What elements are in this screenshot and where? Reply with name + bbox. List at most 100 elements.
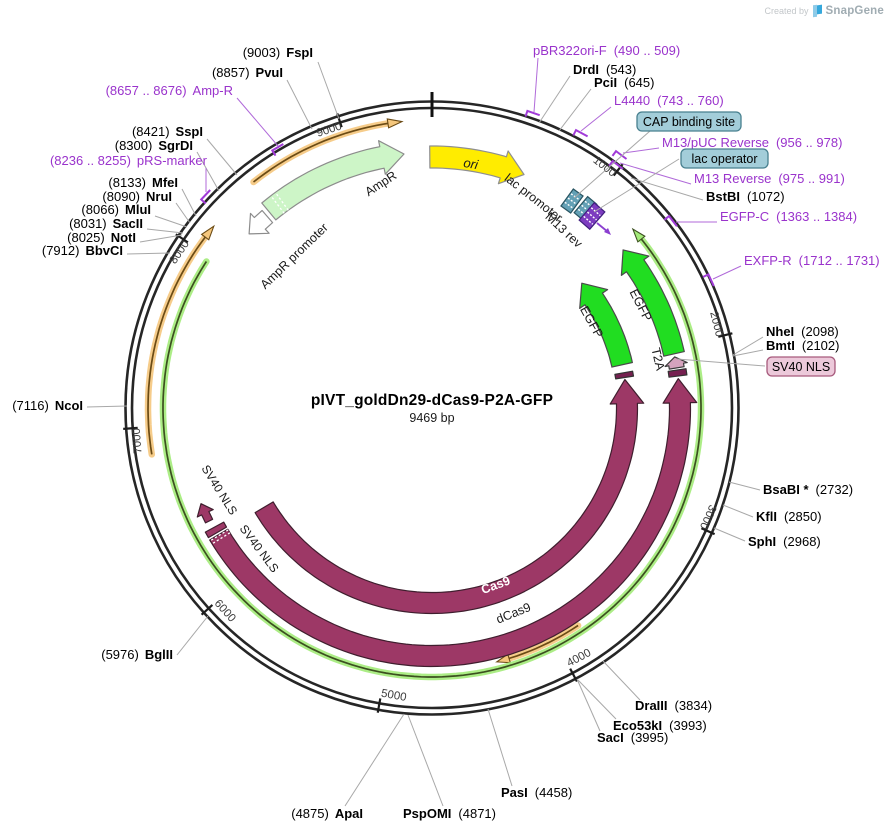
- feature-label-t2a-7[interactable]: T2A: [648, 346, 667, 372]
- m13-reverse-site[interactable]: [608, 159, 624, 170]
- t2a-sliver-outer[interactable]: [667, 368, 688, 378]
- leader-m13-puc-reverse: [622, 147, 660, 154]
- watermark-brand: SnapGene: [825, 5, 884, 17]
- site-label-draiii[interactable]: DraIII (3834): [635, 698, 712, 713]
- leader-sphi: [713, 527, 746, 542]
- site-label-nhei[interactable]: NheI (2098): [766, 324, 839, 339]
- site-label-kfli[interactable]: KflI (2850): [756, 509, 822, 524]
- site-label-drdi[interactable]: DrdI (543): [573, 62, 636, 77]
- tick-label-5000: 5000: [380, 688, 407, 704]
- site-label-bmti[interactable]: BmtI (2102): [766, 338, 839, 353]
- site-label-bsabi[interactable]: BsaBI * (2732): [763, 482, 853, 497]
- site-label-mlui[interactable]: (8066) MluI: [81, 202, 151, 217]
- site-label-m13-reverse[interactable]: M13 Reverse (975 .. 991): [694, 171, 845, 186]
- leader-pvui: [286, 79, 313, 130]
- leader-kfli: [722, 504, 754, 518]
- plasmid-backbone-outer-ring: [124, 100, 740, 716]
- leader-nhei: [732, 336, 764, 356]
- site-label-pbr322ori-f[interactable]: pBR322ori-F (490 .. 509): [533, 43, 680, 58]
- site-label-m13-puc-reverse[interactable]: M13/pUC Reverse (956 .. 978): [662, 135, 842, 150]
- site-label-l4440[interactable]: L4440 (743 .. 760): [614, 93, 724, 108]
- site-label-apai[interactable]: (4875) ApaI: [291, 806, 363, 821]
- orf-arc-left[interactable]: [147, 233, 209, 455]
- amp-r-site[interactable]: [270, 143, 284, 157]
- site-label-pspomi[interactable]: PspOMI (4871): [403, 806, 496, 821]
- leader-sspi: [206, 138, 238, 176]
- site-label-sphi[interactable]: SphI (2968): [748, 534, 821, 549]
- dcas9-ring-hatch-0: [211, 532, 231, 545]
- tick-4000: [569, 668, 578, 682]
- leader-pasi: [487, 708, 513, 787]
- orf-main-ring-arrowhead-icon: [631, 227, 646, 243]
- site-label-noti[interactable]: (8025) NotI: [67, 230, 136, 245]
- cap-binding-site-box[interactable]: [636, 111, 742, 132]
- sv40-nls-t2a-arrow[interactable]: [664, 356, 688, 370]
- lac-operator-box[interactable]: [680, 148, 769, 169]
- feature-label-ampr-promoter-4[interactable]: AmpR promoter: [258, 220, 331, 291]
- sv40-nls-small-arrow[interactable]: [196, 503, 214, 524]
- snapgene-watermark: Created by SnapGene: [764, 4, 884, 18]
- site-label-pvui[interactable]: (8857) PvuI: [212, 65, 283, 80]
- site-label-ncoi[interactable]: (7116) NcoI: [12, 398, 83, 413]
- sv40-nls-box-label: SV40 NLS: [772, 360, 830, 374]
- site-label-egfp-c[interactable]: EGFP-C (1363 .. 1384): [720, 209, 857, 224]
- site-label-fspi[interactable]: (9003) FspI: [243, 45, 313, 60]
- site-label-saci[interactable]: SacI (3995): [597, 730, 668, 745]
- l4440-site[interactable]: [572, 128, 589, 138]
- orf-main-ring[interactable]: [162, 235, 702, 678]
- site-label-sspi[interactable]: (8421) SspI: [132, 124, 203, 139]
- egfp-outer[interactable]: [620, 249, 685, 357]
- tick-label-2000: 2000: [707, 310, 725, 338]
- tick-6000: [200, 604, 214, 616]
- exfp-r-site[interactable]: [702, 273, 715, 287]
- site-label-nrui[interactable]: (8090) NruI: [102, 189, 172, 204]
- leader-sgrdi: [196, 151, 220, 192]
- site-label-sacii[interactable]: (8031) SacII: [69, 216, 143, 231]
- orf-arc-topleft[interactable]: [252, 121, 393, 183]
- orf-arc-left-arrowhead-icon: [200, 224, 215, 241]
- feature-label-dcas9-9[interactable]: dCas9: [494, 600, 533, 627]
- site-label-bstbi[interactable]: BstBI (1072): [706, 189, 785, 204]
- cap-binding-site-box-label: CAP binding site: [643, 115, 735, 129]
- egfp-c-site[interactable]: [663, 214, 678, 227]
- dcas9-ring[interactable]: [209, 378, 698, 668]
- feature-label-ampr-3[interactable]: AmpR: [362, 168, 399, 199]
- site-label-sgrdi[interactable]: (8300) SgrDI: [115, 138, 193, 153]
- tick-label-6000: 6000: [212, 598, 238, 625]
- site-label-eco53ki[interactable]: Eco53kI (3993): [613, 718, 707, 733]
- leader-saci: [576, 678, 601, 732]
- ampr-promoter[interactable]: [248, 209, 274, 235]
- leader-pcii: [558, 88, 592, 132]
- orf-arc-bottom[interactable]: [505, 624, 579, 661]
- orf-arc-bottom-arrowhead-icon: [495, 653, 512, 664]
- site-label-amp-r[interactable]: (8657 .. 8676) Amp-R: [106, 83, 233, 98]
- site-label-pasi[interactable]: PasI (4458): [501, 785, 572, 800]
- leader-pspomi: [407, 714, 444, 807]
- dcas9-tail-cap[interactable]: [204, 521, 228, 539]
- leader-eco53ki: [577, 679, 617, 720]
- pbr322ori-f-site[interactable]: [524, 109, 541, 117]
- site-label-pcii[interactable]: PciI (645): [594, 75, 654, 90]
- site-label-bbvci[interactable]: (7912) BbvCI: [42, 243, 123, 258]
- sv40-nls-box[interactable]: [766, 356, 836, 377]
- t2a-sliver-inner[interactable]: [614, 370, 635, 380]
- egfp-inner[interactable]: [579, 282, 633, 368]
- prs-marker-site[interactable]: [199, 189, 211, 205]
- leader-bstbi: [630, 177, 704, 201]
- tick-5000: [376, 698, 382, 713]
- site-label-bglii[interactable]: (5976) BglII: [101, 647, 173, 662]
- cas9-ring[interactable]: [254, 378, 645, 615]
- leader-amp-r: [236, 97, 279, 147]
- orf-arc-left-glow: [144, 230, 211, 458]
- site-label-prs-marker[interactable]: (8236 .. 8255) pRS-marker: [50, 153, 208, 168]
- feature-label-ori-0[interactable]: ori: [462, 155, 480, 172]
- site-label-mfei[interactable]: (8133) MfeI: [108, 175, 178, 190]
- m13-puc-reverse-site[interactable]: [611, 149, 628, 160]
- leader-sv40-nls-box: [676, 358, 766, 367]
- ampr-cds-hatch-0: [270, 195, 285, 214]
- ori[interactable]: [429, 145, 525, 185]
- ampr-cds[interactable]: [261, 140, 405, 221]
- leader-mlui: [154, 215, 188, 228]
- tick-label-7000: 7000: [131, 428, 145, 454]
- site-label-exfp-r[interactable]: EXFP-R (1712 .. 1731): [744, 253, 880, 268]
